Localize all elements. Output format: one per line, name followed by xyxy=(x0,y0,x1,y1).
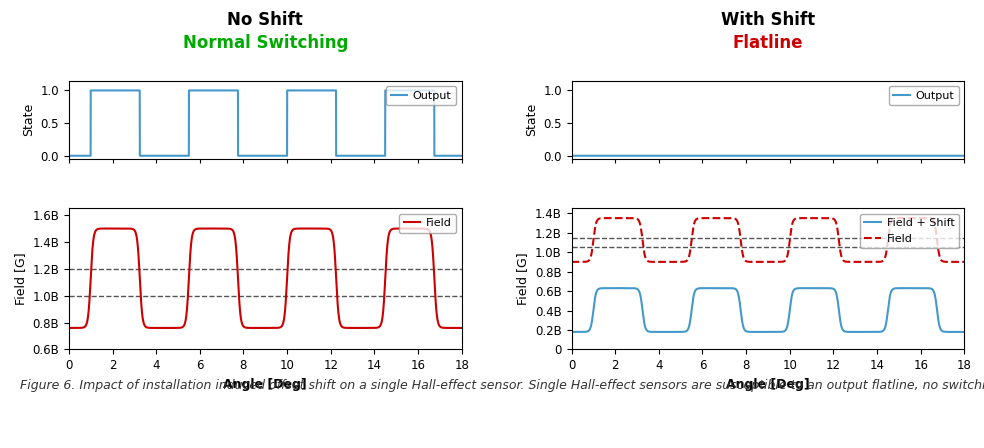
Legend: Output: Output xyxy=(889,86,958,105)
Text: No Shift: No Shift xyxy=(227,11,303,29)
Legend: Field: Field xyxy=(400,214,456,233)
X-axis label: Angle [Deg]: Angle [Deg] xyxy=(726,378,810,391)
Y-axis label: Field [G]: Field [G] xyxy=(14,253,27,305)
Text: Flatline: Flatline xyxy=(733,34,803,52)
X-axis label: Angle [Deg]: Angle [Deg] xyxy=(223,378,307,391)
Text: Figure 6. Impact of installation induced offset shift on a single Hall-effect se: Figure 6. Impact of installation induced… xyxy=(20,379,984,392)
Y-axis label: Field [G]: Field [G] xyxy=(517,253,529,305)
Text: Normal Switching: Normal Switching xyxy=(183,34,348,52)
Legend: Field + Shift, Field: Field + Shift, Field xyxy=(860,214,958,248)
Text: With Shift: With Shift xyxy=(721,11,815,29)
Legend: Output: Output xyxy=(386,86,456,105)
Y-axis label: State: State xyxy=(524,103,537,137)
Y-axis label: State: State xyxy=(22,103,35,137)
